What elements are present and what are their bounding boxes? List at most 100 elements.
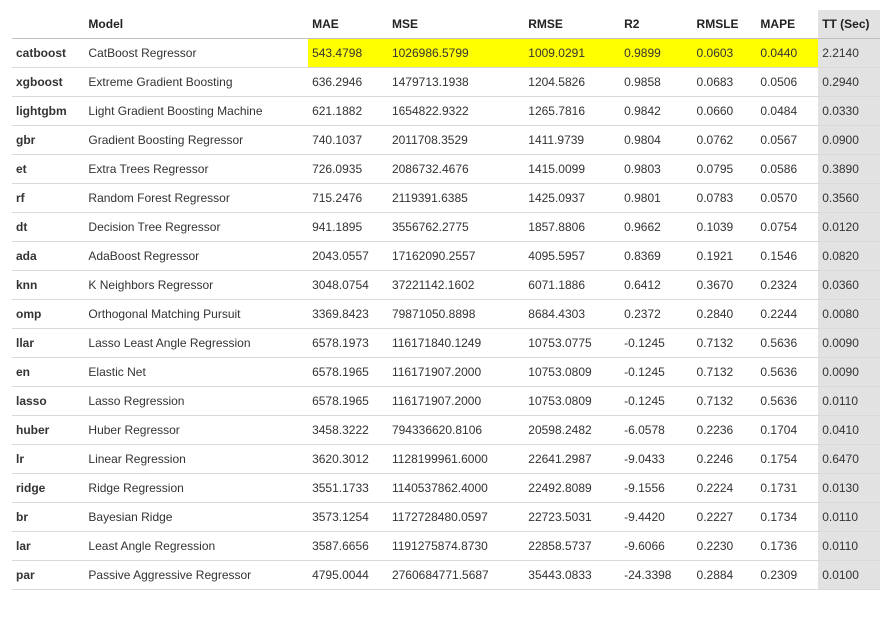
cell-r2: 0.9804 [620, 126, 692, 155]
cell-tt: 0.0120 [818, 213, 880, 242]
cell-mape: 0.0754 [756, 213, 818, 242]
cell-model: Random Forest Regressor [84, 184, 308, 213]
cell-mae: 715.2476 [308, 184, 388, 213]
cell-model: Orthogonal Matching Pursuit [84, 300, 308, 329]
cell-tt: 0.2940 [818, 68, 880, 97]
cell-model: Lasso Regression [84, 387, 308, 416]
table-row: enElastic Net6578.1965116171907.20001075… [12, 358, 880, 387]
cell-rmsle: 0.3670 [693, 271, 757, 300]
cell-rmsle: 0.0795 [693, 155, 757, 184]
cell-tt: 0.0110 [818, 503, 880, 532]
cell-rmsle: 0.2840 [693, 300, 757, 329]
cell-rmsle: 0.7132 [693, 329, 757, 358]
cell-rmse: 1265.7816 [524, 97, 620, 126]
cell-r2: -0.1245 [620, 329, 692, 358]
cell-r2: 0.9899 [620, 39, 692, 68]
table-row: adaAdaBoost Regressor2043.055717162090.2… [12, 242, 880, 271]
table-row: xgboostExtreme Gradient Boosting636.2946… [12, 68, 880, 97]
cell-rmsle: 0.0783 [693, 184, 757, 213]
table-row: rfRandom Forest Regressor715.24762119391… [12, 184, 880, 213]
row-label: ridge [12, 474, 84, 503]
cell-model: AdaBoost Regressor [84, 242, 308, 271]
row-label: et [12, 155, 84, 184]
table-row: lrLinear Regression3620.30121128199961.6… [12, 445, 880, 474]
cell-mse: 1026986.5799 [388, 39, 524, 68]
table-row: llarLasso Least Angle Regression6578.197… [12, 329, 880, 358]
cell-mae: 3458.3222 [308, 416, 388, 445]
col-header-mape: MAPE [756, 10, 818, 39]
cell-mape: 0.0506 [756, 68, 818, 97]
cell-mse: 116171907.2000 [388, 387, 524, 416]
cell-rmse: 1411.9739 [524, 126, 620, 155]
cell-mse: 2086732.4676 [388, 155, 524, 184]
row-label: lr [12, 445, 84, 474]
cell-mape: 0.0484 [756, 97, 818, 126]
cell-tt: 0.0820 [818, 242, 880, 271]
cell-r2: 0.6412 [620, 271, 692, 300]
cell-mae: 4795.0044 [308, 561, 388, 590]
cell-tt: 2.2140 [818, 39, 880, 68]
cell-model: Lasso Least Angle Regression [84, 329, 308, 358]
cell-mse: 1191275874.8730 [388, 532, 524, 561]
cell-mape: 0.0570 [756, 184, 818, 213]
cell-mse: 116171907.2000 [388, 358, 524, 387]
cell-rmsle: 0.0603 [693, 39, 757, 68]
cell-tt: 0.0090 [818, 358, 880, 387]
cell-rmse: 1009.0291 [524, 39, 620, 68]
row-label: en [12, 358, 84, 387]
cell-mae: 3620.3012 [308, 445, 388, 474]
cell-rmse: 10753.0809 [524, 358, 620, 387]
cell-tt: 0.3890 [818, 155, 880, 184]
col-header-index [12, 10, 84, 39]
cell-mse: 1654822.9322 [388, 97, 524, 126]
col-header-r2: R2 [620, 10, 692, 39]
row-label: catboost [12, 39, 84, 68]
cell-model: Elastic Net [84, 358, 308, 387]
cell-r2: 0.2372 [620, 300, 692, 329]
cell-r2: 0.9662 [620, 213, 692, 242]
table-row: brBayesian Ridge3573.12541172728480.0597… [12, 503, 880, 532]
cell-mae: 941.1895 [308, 213, 388, 242]
cell-rmsle: 0.7132 [693, 358, 757, 387]
cell-mape: 0.2309 [756, 561, 818, 590]
cell-rmsle: 0.7132 [693, 387, 757, 416]
row-label: lightgbm [12, 97, 84, 126]
cell-tt: 0.0900 [818, 126, 880, 155]
cell-rmsle: 0.0762 [693, 126, 757, 155]
cell-mae: 636.2946 [308, 68, 388, 97]
cell-mse: 37221142.1602 [388, 271, 524, 300]
cell-model: Decision Tree Regressor [84, 213, 308, 242]
cell-mse: 1172728480.0597 [388, 503, 524, 532]
cell-rmsle: 0.0683 [693, 68, 757, 97]
cell-r2: -0.1245 [620, 387, 692, 416]
cell-rmsle: 0.2224 [693, 474, 757, 503]
cell-rmse: 4095.5957 [524, 242, 620, 271]
cell-tt: 0.0330 [818, 97, 880, 126]
cell-mae: 543.4798 [308, 39, 388, 68]
table-row: catboostCatBoost Regressor543.4798102698… [12, 39, 880, 68]
cell-mae: 726.0935 [308, 155, 388, 184]
cell-r2: 0.9803 [620, 155, 692, 184]
cell-rmse: 10753.0775 [524, 329, 620, 358]
table-row: ompOrthogonal Matching Pursuit3369.84237… [12, 300, 880, 329]
row-label: dt [12, 213, 84, 242]
row-label: par [12, 561, 84, 590]
cell-mae: 740.1037 [308, 126, 388, 155]
cell-mse: 2011708.3529 [388, 126, 524, 155]
cell-model: Linear Regression [84, 445, 308, 474]
row-label: knn [12, 271, 84, 300]
cell-r2: 0.9842 [620, 97, 692, 126]
cell-r2: 0.9801 [620, 184, 692, 213]
cell-tt: 0.0110 [818, 387, 880, 416]
cell-r2: 0.9858 [620, 68, 692, 97]
cell-rmse: 1204.5826 [524, 68, 620, 97]
cell-mape: 0.2244 [756, 300, 818, 329]
cell-mae: 3587.6656 [308, 532, 388, 561]
cell-mae: 3048.0754 [308, 271, 388, 300]
cell-mse: 2119391.6385 [388, 184, 524, 213]
cell-tt: 0.0090 [818, 329, 880, 358]
table-row: larLeast Angle Regression3587.6656119127… [12, 532, 880, 561]
cell-mse: 1140537862.4000 [388, 474, 524, 503]
col-header-tt: TT (Sec) [818, 10, 880, 39]
cell-model: Light Gradient Boosting Machine [84, 97, 308, 126]
